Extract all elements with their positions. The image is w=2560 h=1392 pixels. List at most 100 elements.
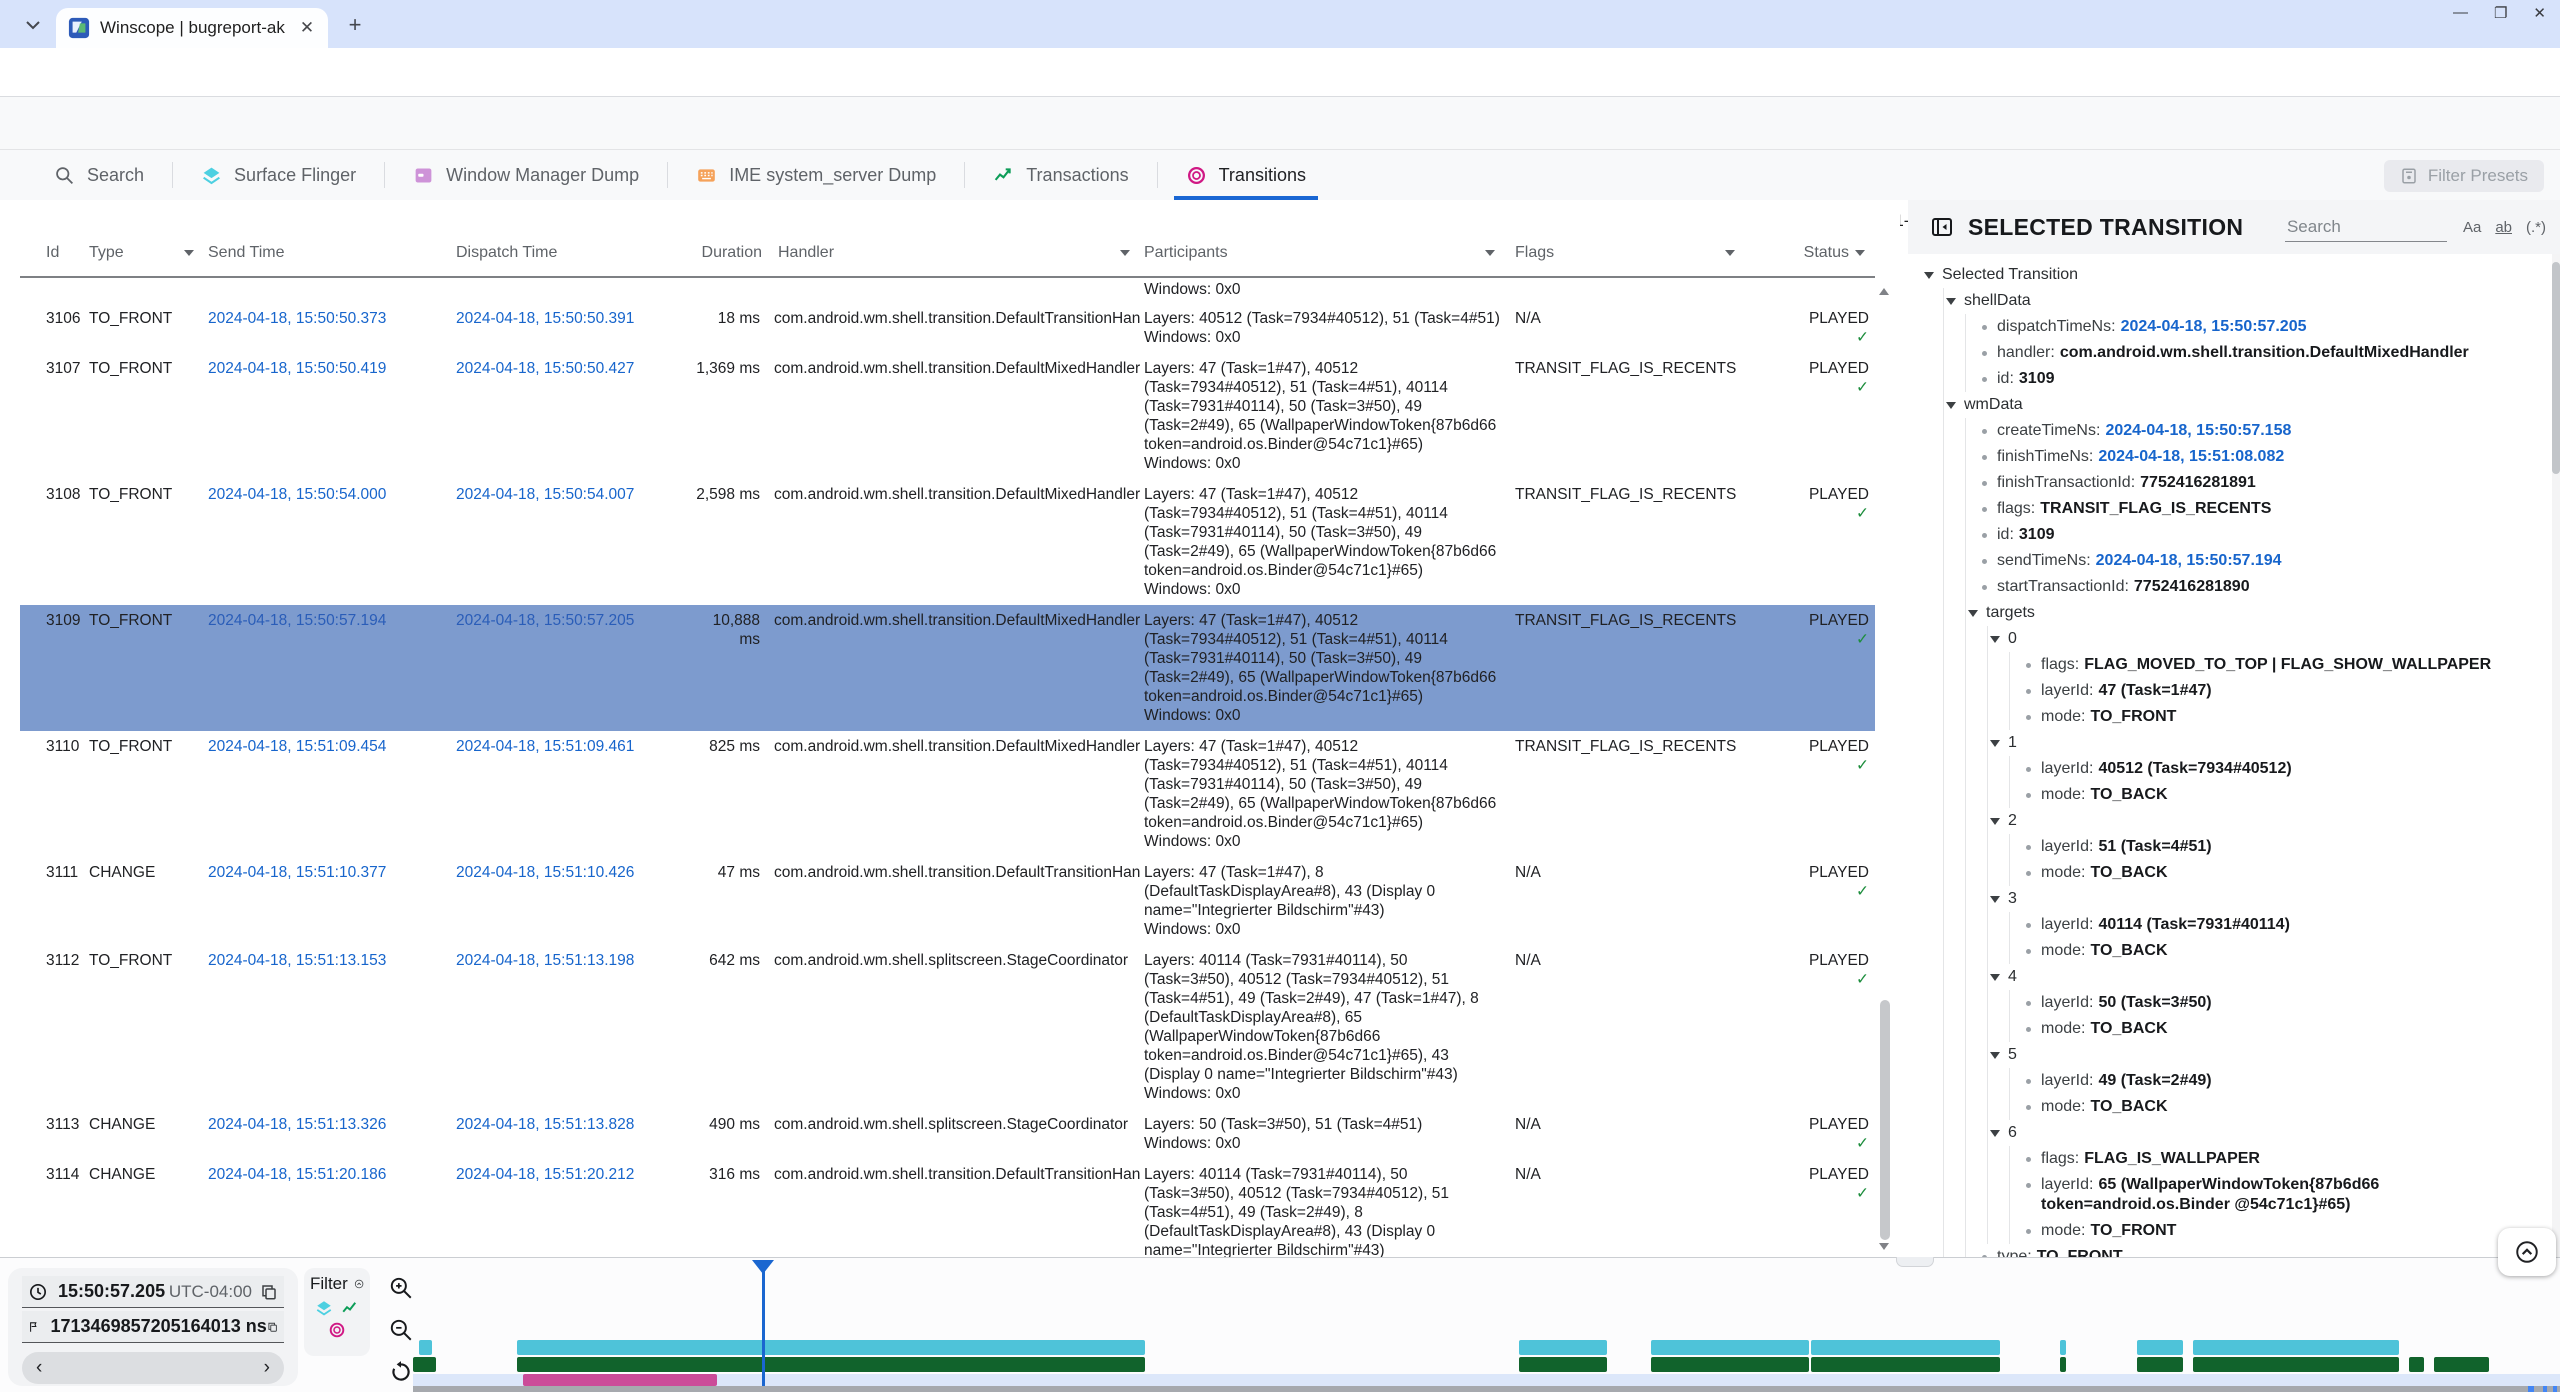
tree-group[interactable]: Selected Transition — [1922, 262, 2550, 288]
table-scroll-up-icon[interactable] — [1879, 288, 1889, 295]
tree-leaf[interactable]: mode: TO_FRONT — [2010, 704, 2550, 730]
tree-group[interactable]: 3 — [1988, 886, 2550, 912]
table-scrollbar[interactable] — [1880, 1000, 1890, 1240]
tree-leaf[interactable]: id: 3109 — [1966, 366, 2550, 392]
tree-leaf[interactable]: mode: TO_BACK — [2010, 938, 2550, 964]
panel-search-input[interactable] — [2284, 212, 2447, 242]
new-tab-button[interactable]: + — [348, 12, 362, 37]
filter-caret-icon[interactable] — [184, 250, 194, 256]
tree-leaf[interactable]: flags: FLAG_MOVED_TO_TOP | FLAG_SHOW_WALL… — [2010, 652, 2550, 678]
tab-search[interactable]: Search — [26, 150, 172, 200]
filter-caret-icon[interactable] — [1725, 250, 1735, 256]
transactions-filter-icon[interactable] — [341, 1299, 359, 1317]
transactions-track-segment[interactable] — [413, 1357, 436, 1372]
tree-leaf[interactable]: layerId: 49 (Task=2#49) — [2010, 1068, 2550, 1094]
tree-leaf[interactable]: startTransactionId: 7752416281890 — [1966, 574, 2550, 600]
transactions-track-segment[interactable] — [517, 1357, 1145, 1372]
tree-leaf[interactable]: mode: TO_BACK — [2010, 1016, 2550, 1042]
surface-flinger-track-segment[interactable] — [2060, 1340, 2066, 1355]
tree-leaf[interactable]: mode: TO_BACK — [2010, 782, 2550, 808]
tree-leaf[interactable]: layerId: 40114 (Task=7931#40114) — [2010, 912, 2550, 938]
table-row[interactable]: 3108 TO_FRONT 2024-04-18, 15:50:54.000 2024… — [46, 486, 1869, 598]
table-row[interactable]: 3114 CHANGE 2024-04-18, 15:51:20.186 2024-0… — [46, 1166, 1869, 1257]
surface-flinger-track-segment[interactable] — [419, 1340, 432, 1355]
tree-group[interactable]: wmData — [1944, 392, 2550, 418]
transactions-track-segment[interactable] — [2193, 1357, 2399, 1372]
tree-leaf[interactable]: mode: TO_BACK — [2010, 860, 2550, 886]
browser-tab[interactable]: Winscope | bugreport-ak ✕ — [56, 8, 328, 48]
table-row[interactable]: 3112 TO_FRONT 2024-04-18, 15:51:13.153 2024… — [46, 952, 1869, 1102]
col-header-dispatch-time[interactable]: Dispatch Time — [456, 244, 558, 261]
tree-leaf[interactable]: finishTimeNs: 2024-04-18, 15:51:08.082 — [1966, 444, 2550, 470]
pan-right-icon[interactable]: › — [263, 1357, 270, 1378]
transactions-track-segment[interactable] — [1811, 1357, 2000, 1372]
tree-leaf[interactable]: mode: TO_BACK — [2010, 1094, 2550, 1120]
col-header-participants[interactable]: Participants — [1140, 244, 1505, 276]
human-time-field[interactable]: 15:50:57.205 UTC-04:00 — [22, 1276, 284, 1308]
surface-flinger-track-segment[interactable] — [517, 1340, 1145, 1355]
tree-leaf[interactable]: createTimeNs: 2024-04-18, 15:50:57.158 — [1966, 418, 2550, 444]
tab-transactions[interactable]: Transactions — [965, 150, 1156, 200]
match-case-button[interactable]: Aa — [2462, 218, 2482, 236]
transactions-track-segment[interactable] — [2137, 1357, 2183, 1372]
filter-caret-icon[interactable] — [1120, 250, 1130, 256]
surface-flinger-track-segment[interactable] — [1811, 1340, 2000, 1355]
zoom-out-icon[interactable] — [388, 1317, 414, 1343]
tree-group[interactable]: 6 — [1988, 1120, 2550, 1146]
copy-icon[interactable] — [267, 1318, 278, 1336]
tree-leaf[interactable]: layerId: 40512 (Task=7934#40512) — [2010, 756, 2550, 782]
table-row[interactable]: 3113 CHANGE 2024-04-18, 15:51:13.326 2024-0… — [46, 1116, 1869, 1152]
transactions-track-segment[interactable] — [2060, 1357, 2066, 1372]
tree-leaf[interactable]: layerId: 47 (Task=1#47) — [2010, 678, 2550, 704]
timeline-scrollbar[interactable] — [413, 1386, 2560, 1392]
tree-group[interactable]: 2 — [1988, 808, 2550, 834]
tab-transitions[interactable]: Transitions — [1158, 150, 1334, 200]
col-header-id[interactable]: Id — [46, 244, 60, 261]
tree-leaf[interactable]: finishTransactionId: 7752416281891 — [1966, 470, 2550, 496]
tree-leaf[interactable]: sendTimeNs: 2024-04-18, 15:50:57.194 — [1966, 548, 2550, 574]
filter-caret-icon[interactable] — [1485, 250, 1495, 256]
tab-surface-flinger[interactable]: Surface Flinger — [173, 150, 384, 200]
col-header-handler[interactable]: Handler — [770, 244, 1140, 276]
transitions-filter-icon[interactable] — [328, 1321, 346, 1339]
col-header-duration[interactable]: Duration — [701, 244, 762, 261]
table-row[interactable]: 3110 TO_FRONT 2024-04-18, 15:51:09.454 2024… — [46, 738, 1869, 850]
reset-zoom-icon[interactable] — [388, 1359, 414, 1385]
tree-leaf[interactable]: id: 3109 — [1966, 522, 2550, 548]
tree-leaf[interactable]: handler: com.android.wm.shell.transition.… — [1966, 340, 2550, 366]
surface-flinger-track-segment[interactable] — [2137, 1340, 2183, 1355]
transactions-track-segment[interactable] — [2434, 1357, 2489, 1372]
tree-leaf[interactable]: layerId: 65 (WallpaperWindowToken{87b6d66… — [2010, 1172, 2550, 1218]
tree-leaf[interactable]: layerId: 50 (Task=3#50) — [2010, 990, 2550, 1016]
copy-icon[interactable] — [260, 1283, 278, 1301]
surface-flinger-track-segment[interactable] — [1519, 1340, 1607, 1355]
timeline-canvas[interactable] — [413, 1258, 2560, 1392]
window-close-button[interactable]: ✕ — [2533, 5, 2546, 22]
tree-group[interactable]: 0 — [1988, 626, 2550, 652]
tree-leaf[interactable]: mode: TO_FRONT — [2010, 1218, 2550, 1244]
tree-group[interactable]: 4 — [1988, 964, 2550, 990]
tree-group[interactable]: 5 — [1988, 1042, 2550, 1068]
col-header-flags[interactable]: Flags — [1505, 244, 1745, 276]
ns-time-field[interactable]: 1713469857205164013 ns — [22, 1311, 284, 1343]
timeline-pan-slider[interactable]: ‹ › — [22, 1352, 284, 1384]
surface-flinger-track-segment[interactable] — [1651, 1340, 1809, 1355]
col-header-status[interactable]: Status — [1745, 244, 1875, 276]
tree-leaf[interactable]: layerId: 51 (Task=4#51) — [2010, 834, 2550, 860]
tree-group[interactable]: targets — [1966, 600, 2550, 626]
window-restore-button[interactable]: ❐ — [2493, 5, 2508, 22]
filter-presets-button[interactable]: Filter Presets — [2383, 160, 2544, 192]
zoom-in-icon[interactable] — [388, 1275, 414, 1301]
tree-group[interactable]: shellData — [1944, 288, 2550, 314]
tree-leaf[interactable]: type: TO_FRONT — [1966, 1244, 2550, 1257]
table-row-partial[interactable]: Windows: 0x0 — [1144, 281, 1241, 298]
timeline-resize-handle[interactable] — [1896, 1257, 1934, 1267]
timeline-cursor-handle[interactable] — [752, 1260, 774, 1274]
transitions-track-segment[interactable] — [523, 1374, 717, 1386]
panel-scrollbar[interactable] — [2552, 262, 2560, 474]
tree-group[interactable]: 1 — [1988, 730, 2550, 756]
surface-flinger-track-segment[interactable] — [2193, 1340, 2399, 1355]
tab-search-button[interactable] — [18, 12, 48, 38]
tree-leaf[interactable]: dispatchTimeNs: 2024-04-18, 15:50:57.205 — [1966, 314, 2550, 340]
col-header-send-time[interactable]: Send Time — [208, 244, 285, 261]
